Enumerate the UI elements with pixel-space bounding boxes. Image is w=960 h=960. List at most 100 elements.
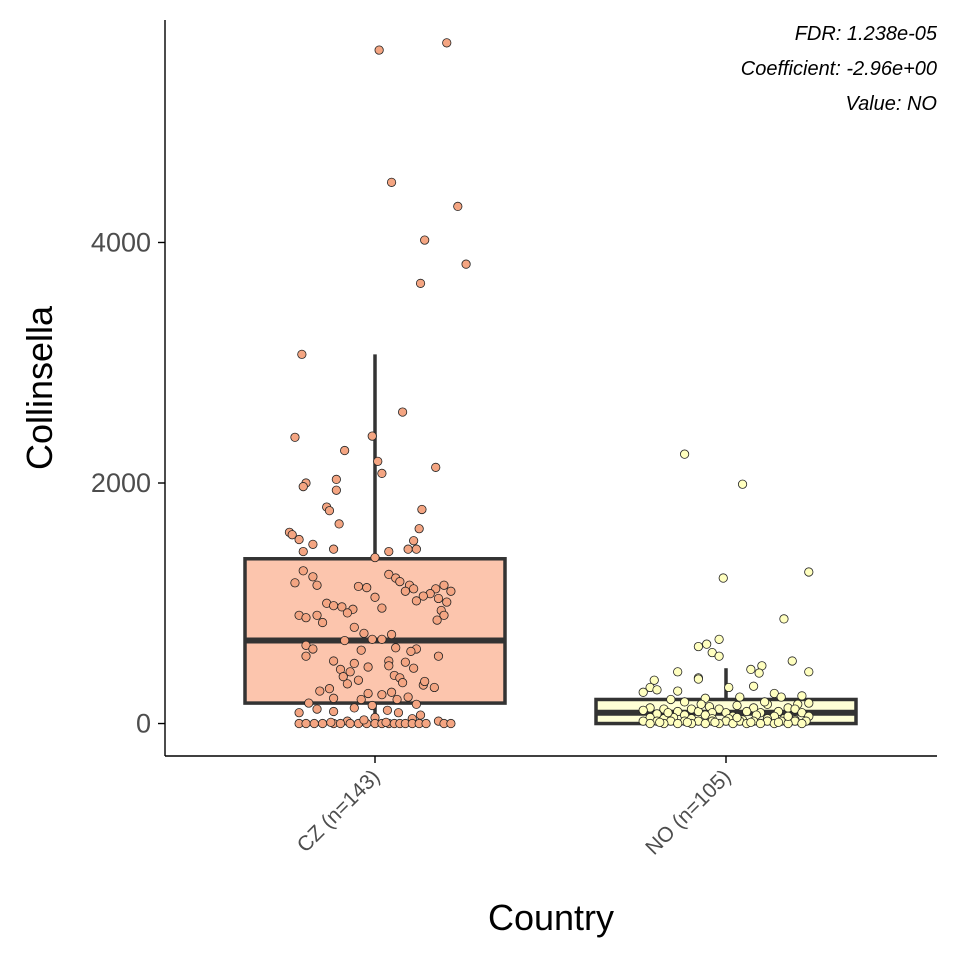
data-point xyxy=(309,718,319,729)
data-point xyxy=(414,524,424,534)
data-point xyxy=(638,705,648,715)
data-point xyxy=(417,504,427,515)
data-point xyxy=(374,45,384,55)
data-point xyxy=(363,688,373,699)
data-point xyxy=(638,687,648,697)
data-point xyxy=(370,592,380,602)
data-point xyxy=(415,710,426,720)
data-point xyxy=(421,718,431,729)
data-point xyxy=(411,699,421,709)
data-point xyxy=(406,646,416,656)
data-point xyxy=(442,38,452,48)
data-point xyxy=(377,603,387,613)
data-point xyxy=(787,656,797,666)
data-point xyxy=(442,597,452,607)
data-point xyxy=(359,628,369,638)
data-point xyxy=(403,692,413,702)
data-point xyxy=(746,717,756,727)
data-point xyxy=(298,546,308,557)
data-point xyxy=(724,682,734,693)
data-point xyxy=(386,687,397,697)
data-point xyxy=(411,544,421,554)
data-point xyxy=(294,534,304,545)
data-point xyxy=(395,577,405,587)
data-point xyxy=(340,445,350,456)
data-point xyxy=(409,584,419,594)
data-point xyxy=(328,544,339,554)
box-0 xyxy=(243,354,507,724)
data-point xyxy=(392,694,402,705)
data-point xyxy=(397,678,408,688)
data-point xyxy=(400,586,410,596)
data-point xyxy=(446,718,456,729)
data-point xyxy=(400,657,410,667)
data-point xyxy=(335,718,346,729)
data-point xyxy=(315,686,325,696)
data-point xyxy=(682,717,692,727)
data-point xyxy=(301,613,311,623)
data-point xyxy=(737,479,748,489)
data-point xyxy=(754,668,764,678)
data-point xyxy=(331,485,341,495)
data-point xyxy=(461,259,471,269)
data-point xyxy=(377,634,387,644)
data-point xyxy=(433,651,444,661)
data-point xyxy=(403,544,413,554)
data-point xyxy=(353,581,364,592)
data-point xyxy=(431,462,441,472)
data-point xyxy=(340,635,350,646)
data-point xyxy=(797,691,807,701)
data-point xyxy=(370,552,380,563)
x-axis-title: Country xyxy=(488,897,614,938)
data-point xyxy=(362,583,372,593)
data-point xyxy=(433,593,444,604)
data-point xyxy=(290,578,300,588)
data-point xyxy=(755,718,766,729)
data-point xyxy=(326,717,336,727)
data-point xyxy=(391,643,401,653)
data-point xyxy=(367,431,377,441)
y-ticks: 0 2000 4000 xyxy=(91,227,165,739)
points-layer xyxy=(284,38,814,729)
data-point xyxy=(702,639,712,649)
data-point xyxy=(700,718,710,729)
data-point xyxy=(317,718,328,729)
data-point xyxy=(349,658,359,668)
data-point xyxy=(439,610,449,620)
data-point xyxy=(334,519,344,529)
data-point xyxy=(693,641,704,652)
data-point xyxy=(742,706,752,717)
data-point xyxy=(301,651,311,661)
data-point xyxy=(663,708,673,718)
data-point xyxy=(652,685,662,695)
data-point xyxy=(324,506,335,516)
data-point xyxy=(696,699,706,709)
data-point xyxy=(384,661,394,671)
annotation-text: Coefficient: -2.96e+00 xyxy=(741,58,937,80)
data-point xyxy=(710,717,720,727)
data-point xyxy=(439,580,449,590)
data-point xyxy=(304,698,314,708)
annotation-text: Value: NO xyxy=(845,93,937,115)
data-point xyxy=(714,634,724,644)
data-point xyxy=(367,634,377,644)
data-point xyxy=(420,235,430,245)
data-point xyxy=(297,349,307,359)
data-point xyxy=(714,651,724,661)
data-point xyxy=(356,645,366,655)
data-point xyxy=(679,449,690,459)
data-point xyxy=(645,718,655,729)
data-point xyxy=(349,703,359,713)
data-point xyxy=(363,662,373,672)
data-point xyxy=(420,676,430,687)
data-point xyxy=(337,602,347,612)
data-point xyxy=(345,667,355,677)
data-point xyxy=(673,667,683,677)
data-point xyxy=(673,686,683,696)
data-point xyxy=(718,573,728,583)
data-point xyxy=(804,698,814,708)
data-point xyxy=(804,667,814,677)
data-point xyxy=(328,656,339,666)
data-point xyxy=(287,530,297,540)
